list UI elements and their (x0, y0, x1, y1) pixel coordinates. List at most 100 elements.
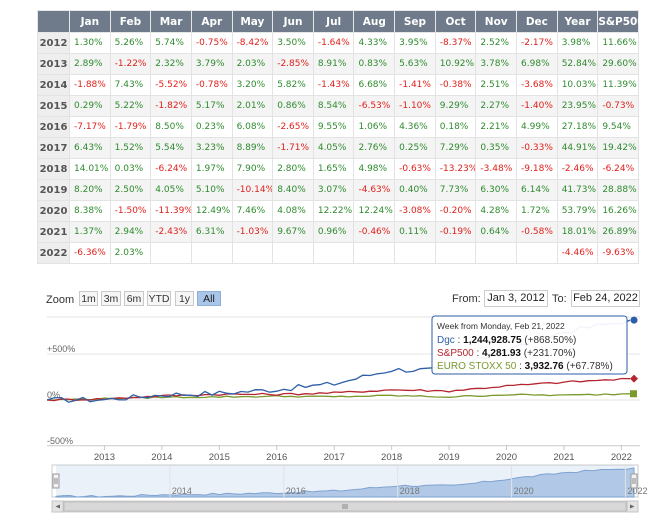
return-cell: -2.65% (272, 116, 314, 138)
return-cell: -1.10% (394, 95, 436, 117)
return-cell: 0.86% (272, 95, 314, 117)
return-cell: -0.19% (434, 221, 477, 243)
series-marker-dgc (630, 316, 638, 324)
return-cell: -8.42% (231, 32, 274, 54)
return-cell: 1.06% (353, 116, 396, 138)
return-cell: 2.03% (231, 53, 274, 75)
return-cell: 4.08% (272, 200, 314, 222)
table-row: 2018 14.01% 0.03% -6.24% 1.97% 7.90% 2.80% 1.65… (37, 158, 639, 180)
return-cell: 8.50% (150, 116, 192, 138)
return-cell: 6.43% (69, 137, 111, 159)
return-cell: 8.38% (69, 200, 111, 222)
return-cell: 1.30% (69, 32, 111, 54)
return-cell: 2.21% (475, 116, 518, 138)
x-tick-label: 2018 (381, 452, 402, 463)
return-cell: 0.25% (394, 137, 436, 159)
table-row: 2015 0.29% 5.22% -1.82% 5.17% 2.01% 0.86% 8.54%… (37, 95, 639, 117)
tooltip-stoxx-change: (+67.78%) (566, 361, 612, 372)
return-cell: 0.23% (190, 116, 233, 138)
return-cell: 1.72% (516, 200, 558, 222)
return-cell: 29.60% (597, 53, 639, 75)
to-label: To: (552, 293, 567, 305)
return-cell: -3.08% (394, 200, 436, 222)
return-cell: 2.52% (475, 32, 518, 54)
return-cell (353, 242, 396, 264)
year-cell: 2019 (37, 179, 70, 201)
zoom-1m-button[interactable]: 1m (79, 291, 98, 306)
return-cell: 44.91% (556, 137, 599, 159)
table-row: 2021 1.37% 2.94% -2.43% 6.31% -1.03% 9.67% 0.96… (37, 221, 639, 243)
header-jun: Jun (272, 10, 314, 33)
return-cell: -9.18% (516, 158, 558, 180)
return-cell: 9.55% (312, 116, 355, 138)
return-cell: 2.89% (69, 53, 111, 75)
header-jul: Jul (312, 10, 355, 33)
return-cell: -1.03% (231, 221, 274, 243)
return-cell: -6.36% (69, 242, 111, 264)
return-cell: -1.50% (109, 200, 152, 222)
return-cell: 6.14% (516, 179, 558, 201)
zoom-ytd-button[interactable]: YTD (147, 291, 171, 306)
return-cell (272, 242, 314, 264)
return-cell: 5.26% (109, 32, 152, 54)
return-cell: 2.80% (272, 158, 314, 180)
return-cell: -1.82% (150, 95, 192, 117)
return-cell: -1.43% (312, 74, 355, 96)
tooltip-dgc-name: Dgc (437, 335, 455, 346)
return-cell: -6.53% (353, 95, 396, 117)
tooltip-title: Week from Monday, Feb 21, 2022 (437, 321, 565, 331)
zoom-3m-button[interactable]: 3m (101, 291, 121, 306)
return-cell (231, 242, 274, 264)
return-cell: 9.54% (597, 116, 639, 138)
return-cell: 5.22% (109, 95, 152, 117)
zoom-1y-button[interactable]: 1y (175, 291, 194, 306)
table-row: 2017 6.43% 1.52% 5.54% 3.23% 8.89% -1.71% 4.05%… (37, 137, 639, 159)
return-cell: 6.31% (190, 221, 233, 243)
return-cell: 0.03% (109, 158, 152, 180)
return-cell: 2.94% (109, 221, 152, 243)
header-year: Year (556, 10, 599, 33)
return-cell: 52.84% (556, 53, 599, 75)
return-cell: 4.99% (516, 116, 558, 138)
return-cell: -0.46% (353, 221, 396, 243)
navigator-right-handle[interactable] (630, 473, 638, 489)
tooltip-sp500-name: S&P500 (437, 348, 474, 359)
navigator-selection[interactable] (56, 465, 634, 497)
return-cell: -0.78% (190, 74, 233, 96)
monthly-returns-table: Jan Feb Mar Apr May Jun Jul Aug Sep Oct Nov Dec Year… (37, 10, 645, 264)
return-cell: -10.14% (231, 179, 274, 201)
return-cell: -1.71% (272, 137, 314, 159)
x-tick-label: 2017 (324, 452, 345, 463)
chart-scrollbar[interactable] (51, 500, 639, 513)
navigator-left-handle[interactable] (52, 473, 60, 489)
return-cell: 16.26% (597, 200, 639, 222)
return-cell: 5.82% (272, 74, 314, 96)
return-cell: 10.03% (556, 74, 599, 96)
tooltip-stoxx-value: 3,932.76 (525, 361, 564, 372)
table-row: 2022 -6.36% 2.03% -4.46% -9.63% (37, 242, 639, 264)
return-cell: 0.35% (475, 137, 518, 159)
return-cell: -4.46% (556, 242, 599, 264)
return-cell: 7.43% (109, 74, 152, 96)
return-cell: -1.41% (394, 74, 436, 96)
to-date-input[interactable] (571, 290, 640, 307)
tooltip-line-stoxx: EURO STOXX 50 : 3,932.76 (+67.78%) (437, 361, 613, 372)
from-date-input[interactable] (484, 290, 548, 307)
table-row: 2014 -1.88% 7.43% -5.52% -0.78% 3.20% 5.82% -1.… (37, 74, 639, 96)
chart-svg: +500%0%-500% 2013 2014 2015 2016 2017 2018 201… (46, 315, 647, 513)
return-cell: 12.24% (353, 200, 396, 222)
return-cell: 5.74% (150, 32, 192, 54)
range-navigator[interactable]: 2014 2016 2018 2020 2022 (51, 464, 647, 498)
header-aug: Aug (353, 10, 396, 33)
return-cell: 12.49% (190, 200, 233, 222)
zoom-6m-button[interactable]: 6m (124, 291, 144, 306)
return-cell: 5.63% (394, 53, 436, 75)
header-may: May (231, 10, 274, 33)
return-cell: 2.51% (475, 74, 518, 96)
return-cell (312, 242, 355, 264)
return-cell: -5.52% (150, 74, 192, 96)
return-cell: 0.64% (475, 221, 518, 243)
return-cell: 9.67% (272, 221, 314, 243)
zoom-all-button[interactable]: All (197, 291, 221, 306)
tooltip-dgc-value: 1,244,928.75 (463, 335, 522, 346)
